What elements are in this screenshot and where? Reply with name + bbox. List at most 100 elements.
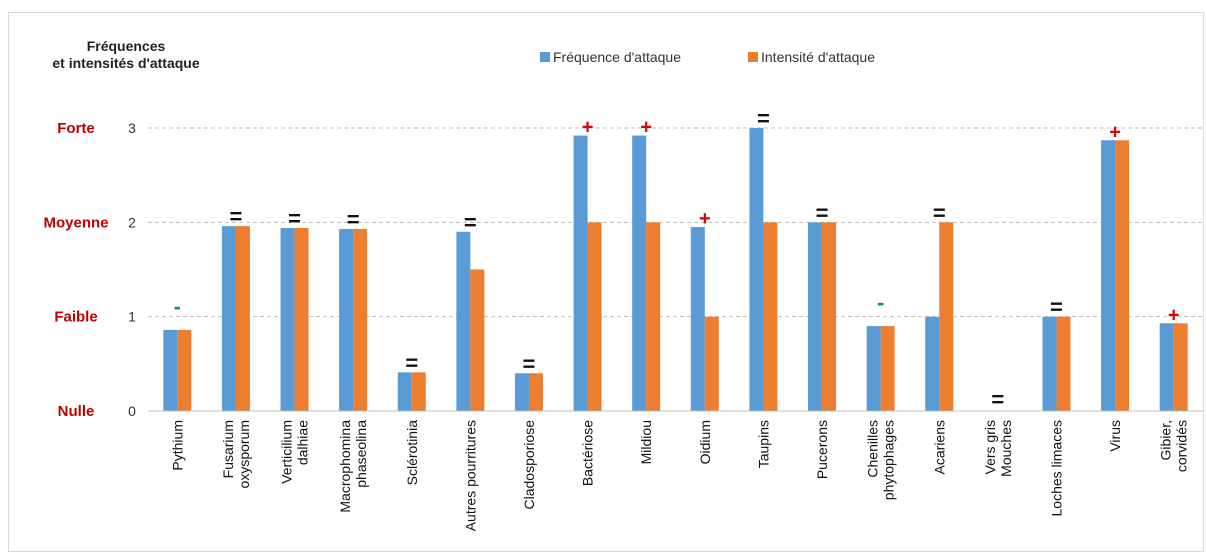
trend-marker: + [1168, 304, 1180, 326]
category-label: Chenilles phytophages [865, 420, 897, 500]
category-label-line: Bactériose [580, 420, 596, 486]
y-tick-label: 1 [128, 309, 136, 325]
category-label: Oidium [697, 420, 713, 464]
y-axis-title-line-2: et intensités d'attaque [52, 55, 199, 71]
bar-intensite [1115, 140, 1130, 411]
category-label-line: Pucerons [814, 420, 830, 479]
bar-intensite [704, 316, 719, 411]
bar-intensite [411, 372, 426, 411]
bar-frequence [221, 226, 236, 411]
category-label-line: Macrophomina [337, 420, 353, 513]
category-label-line: Mildiou [638, 420, 654, 464]
category-label: Pucerons [814, 420, 830, 479]
grid [148, 127, 1203, 318]
trend-marker: = [288, 206, 301, 231]
trend-marker: = [757, 106, 770, 131]
trend-marker: - [174, 294, 181, 319]
category-label: Bactériose [580, 420, 596, 486]
category-label-line: Loches limaces [1048, 420, 1064, 517]
category-label: Macrophomina phaseolina [337, 420, 369, 513]
trend-marker: + [582, 117, 594, 139]
category-label: Fusarium oxysporum [220, 420, 252, 488]
category-label: Taupins [755, 420, 771, 468]
category-label-line: Mouches [998, 420, 1014, 477]
category-label: Vers gris Mouches [982, 420, 1014, 477]
bar-intensite [587, 222, 602, 411]
y-level-label: Faible [54, 309, 97, 326]
category-label-line: Verticilium [279, 420, 295, 484]
category-label-line: phaseolina [353, 420, 369, 488]
category-label-line: Taupins [755, 420, 771, 468]
bar-intensite [939, 222, 954, 411]
bar-intensite [294, 227, 309, 411]
category-label: Cladosporiose [521, 420, 537, 510]
y-axis-title-line-1: Fréquences [87, 38, 166, 54]
category-label: Virus [1107, 420, 1123, 452]
bar-intensite [353, 228, 368, 411]
y-level-label: Forte [57, 120, 95, 137]
bar-intensite [470, 269, 485, 411]
trend-marker: - [877, 290, 884, 315]
bar-frequence [280, 227, 295, 411]
legend: Fréquence d'attaque Intensité d'attaque [540, 49, 875, 65]
bar-intensite [177, 329, 192, 411]
category-label-line: Fusarium [220, 420, 236, 478]
category-label: Verticilium dalhiae [279, 420, 311, 484]
bar-frequence [808, 222, 823, 411]
trend-marker: = [816, 200, 829, 225]
legend-label-frequence: Fréquence d'attaque [553, 49, 681, 65]
bar-frequence [690, 227, 705, 411]
category-label-line: Pythium [169, 420, 185, 471]
bar-intensite [1056, 316, 1071, 411]
trend-markers: - = = = = = = + + + = = - = = = + + [174, 106, 1180, 412]
y-tick-label: 3 [128, 120, 136, 136]
category-label-line: Gibier, [1158, 420, 1174, 460]
category-label: Gibier, corvidés [1158, 420, 1190, 472]
bar-frequence [456, 231, 471, 411]
category-label-line: Cladosporiose [521, 420, 537, 510]
category-label-line: Chenilles [865, 420, 881, 478]
trend-marker: = [933, 200, 946, 225]
chart-frame [8, 12, 1204, 552]
trend-marker: = [229, 204, 242, 229]
category-label: Acariens [931, 420, 947, 474]
category-label-line: Vers gris [982, 420, 998, 474]
bar-frequence [632, 135, 647, 411]
category-label: Loches limaces [1048, 420, 1064, 517]
bar-intensite [822, 222, 837, 411]
bar-frequence [1042, 316, 1057, 411]
category-label: Mildiou [638, 420, 654, 464]
category-label-line: Virus [1107, 420, 1123, 452]
bar-frequence [573, 135, 588, 411]
bars [163, 128, 1188, 411]
bar-intensite [880, 326, 895, 411]
category-label-line: Autres pourritures [462, 420, 478, 531]
bar-frequence [1159, 323, 1174, 411]
legend-swatch-frequence [540, 52, 550, 62]
trend-marker: + [640, 117, 652, 139]
bar-frequence [397, 372, 412, 411]
y-tick-label: 0 [128, 403, 136, 419]
category-label: Pythium [169, 420, 185, 471]
category-label-line: Oidium [697, 420, 713, 464]
bar-frequence [514, 373, 529, 411]
trend-marker: = [347, 207, 360, 232]
y-level-label: Moyenne [43, 214, 108, 231]
category-label-line: dalhiae [295, 420, 311, 465]
bar-intensite [1173, 323, 1188, 411]
trend-marker: = [523, 351, 536, 376]
y-tick-label: 2 [128, 214, 136, 230]
trend-marker: = [464, 210, 477, 235]
category-label-line: Acariens [931, 420, 947, 474]
trend-marker: + [1109, 121, 1121, 143]
bar-intensite [235, 226, 250, 411]
trend-marker: + [699, 208, 711, 230]
bar-frequence [339, 228, 354, 411]
legend-label-intensite: Intensité d'attaque [761, 49, 875, 65]
trend-marker: = [991, 387, 1004, 412]
y-level-labels: Nulle Faible Moyenne Forte [43, 120, 108, 420]
bar-frequence [749, 128, 764, 411]
category-labels: Pythium Fusarium oxysporum Verticilium dalhi… [169, 420, 1189, 531]
y-tick-labels: 0 1 2 3 [128, 120, 136, 419]
y-level-label: Nulle [58, 403, 95, 420]
